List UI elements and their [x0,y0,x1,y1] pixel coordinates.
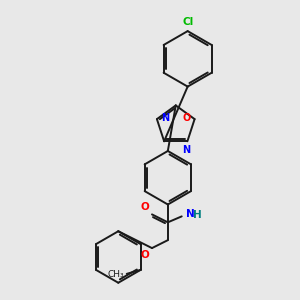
Text: N: N [182,145,190,155]
Text: Cl: Cl [182,17,193,27]
Text: O: O [140,250,149,260]
Text: O: O [140,202,149,212]
Text: N: N [161,113,169,123]
Text: CH₃: CH₃ [107,270,124,279]
Text: H: H [193,210,201,220]
Text: O: O [182,113,190,123]
Text: N: N [186,209,194,219]
